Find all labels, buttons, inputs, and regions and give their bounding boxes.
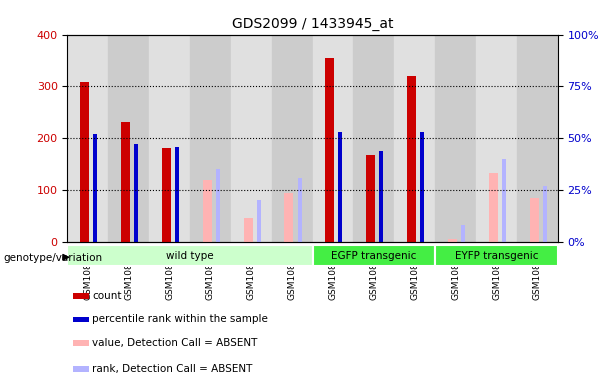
Bar <box>216 169 220 242</box>
Bar <box>476 35 517 242</box>
Bar <box>313 35 354 242</box>
Bar <box>175 147 179 242</box>
Bar <box>73 293 89 299</box>
Bar <box>435 35 476 242</box>
Text: EGFP transgenic: EGFP transgenic <box>331 251 417 261</box>
Bar <box>489 173 498 242</box>
Bar <box>67 35 109 242</box>
Bar <box>379 151 383 242</box>
Bar <box>407 76 416 242</box>
Bar <box>448 239 457 242</box>
Bar <box>73 316 89 323</box>
Bar <box>162 147 171 242</box>
Bar <box>420 132 424 242</box>
Bar <box>354 35 394 242</box>
Bar <box>109 35 149 242</box>
Text: value, Detection Call = ABSENT: value, Detection Call = ABSENT <box>92 338 257 348</box>
Bar <box>73 366 89 372</box>
Bar <box>297 178 302 242</box>
Bar <box>502 159 506 242</box>
Bar <box>93 134 97 242</box>
Bar <box>366 155 375 242</box>
Bar <box>394 35 435 242</box>
Bar <box>257 200 261 242</box>
Text: rank, Detection Call = ABSENT: rank, Detection Call = ABSENT <box>92 364 253 374</box>
Bar <box>461 225 465 242</box>
Bar <box>243 218 253 242</box>
Title: GDS2099 / 1433945_at: GDS2099 / 1433945_at <box>232 17 394 31</box>
Bar <box>149 35 190 242</box>
Bar <box>190 35 231 242</box>
Bar <box>231 35 272 242</box>
Bar <box>313 245 435 266</box>
Text: genotype/variation: genotype/variation <box>3 253 102 263</box>
Bar <box>121 122 130 242</box>
Bar <box>203 180 211 242</box>
Bar <box>338 132 343 242</box>
Bar <box>543 186 547 242</box>
Bar <box>73 340 89 346</box>
Bar <box>67 245 313 266</box>
Bar <box>80 82 89 242</box>
Text: EYFP transgenic: EYFP transgenic <box>455 251 538 261</box>
Text: wild type: wild type <box>166 251 214 261</box>
Text: count: count <box>92 291 121 301</box>
Bar <box>517 35 558 242</box>
Text: percentile rank within the sample: percentile rank within the sample <box>92 314 268 324</box>
Bar <box>530 198 539 242</box>
Bar <box>326 58 334 242</box>
Bar <box>284 193 294 242</box>
Bar <box>435 245 558 266</box>
Bar <box>134 144 138 242</box>
Bar <box>272 35 313 242</box>
